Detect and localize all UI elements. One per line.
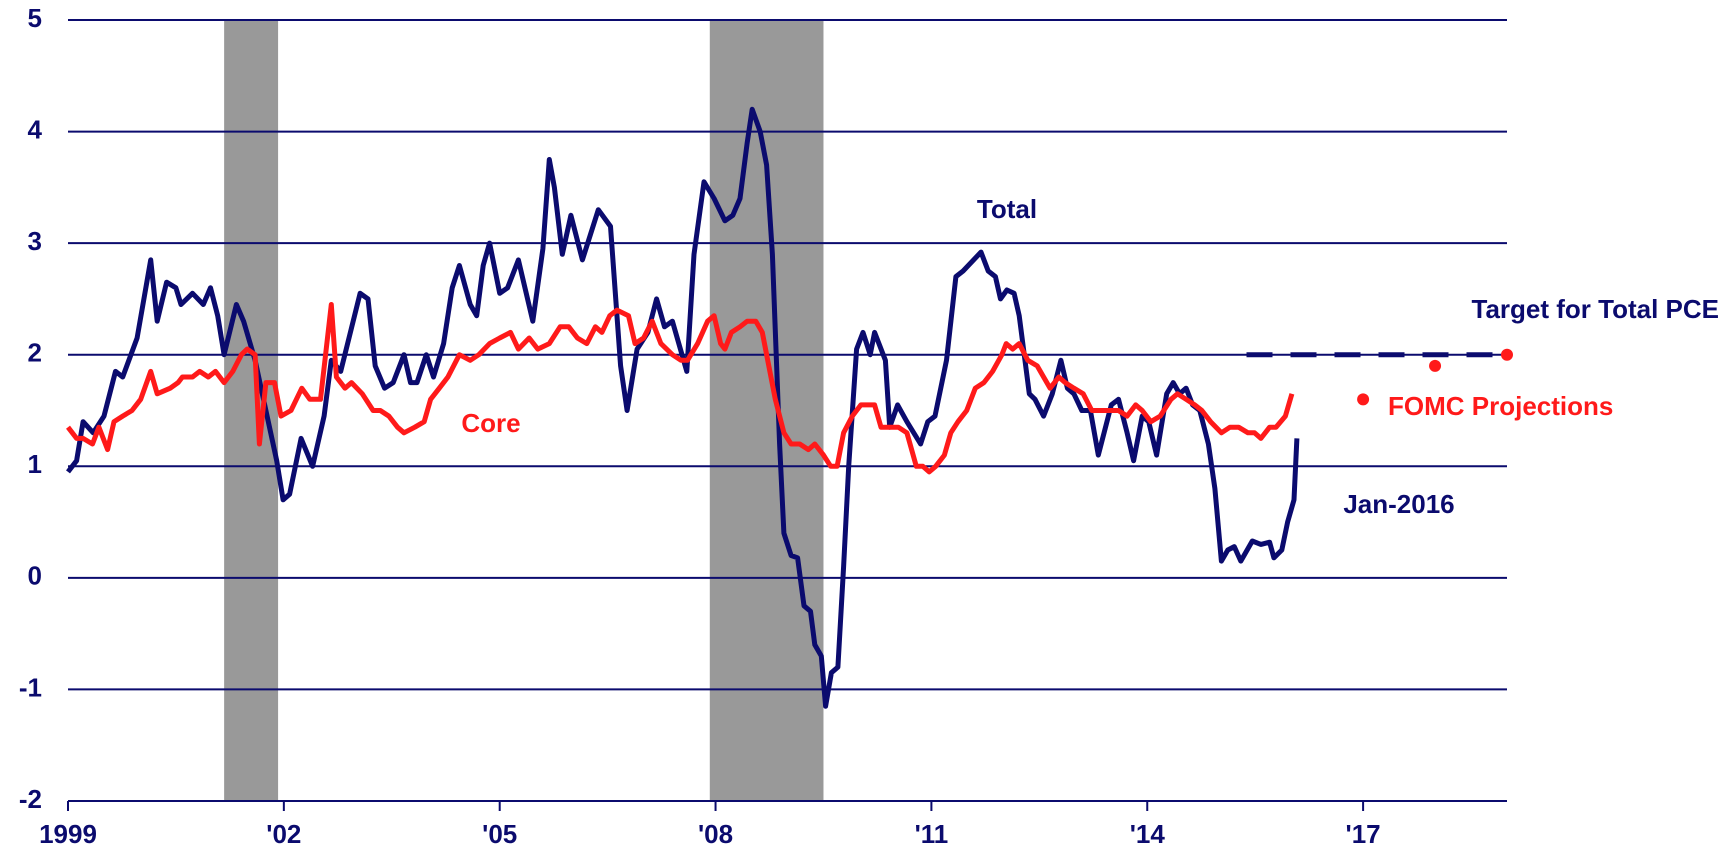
x-tick-label: '02 [266, 819, 301, 849]
y-tick-label: 5 [28, 3, 42, 33]
x-tick-label: '11 [915, 819, 949, 849]
y-tick-label: 4 [28, 114, 43, 144]
projection-dot [1501, 348, 1513, 361]
series-label: Core [461, 408, 520, 438]
y-tick-label: 0 [28, 561, 42, 591]
y-tick-label: 3 [28, 226, 42, 256]
y-tick-label: -1 [19, 672, 42, 702]
x-tick-label: '08 [698, 819, 733, 849]
series-label: Target for Total PCE [1472, 294, 1720, 324]
x-tick-label: 1999 [39, 819, 97, 849]
y-tick-label: 2 [28, 338, 42, 368]
series-label: Total [977, 194, 1037, 224]
series-line [66, 302, 1295, 475]
annotation: Jan-2016 [1343, 489, 1454, 519]
projection-dot [1429, 359, 1442, 372]
series-label: FOMC Projections [1388, 391, 1613, 421]
recession-band [224, 20, 279, 801]
x-tick-label: '17 [1346, 819, 1381, 849]
projection-dot [1357, 393, 1370, 406]
x-tick-label: '05 [482, 819, 517, 849]
y-tick-label: -2 [19, 784, 42, 814]
y-tick-label: 1 [28, 449, 42, 479]
x-tick-label: '14 [1130, 819, 1166, 849]
recession-band [709, 20, 824, 801]
